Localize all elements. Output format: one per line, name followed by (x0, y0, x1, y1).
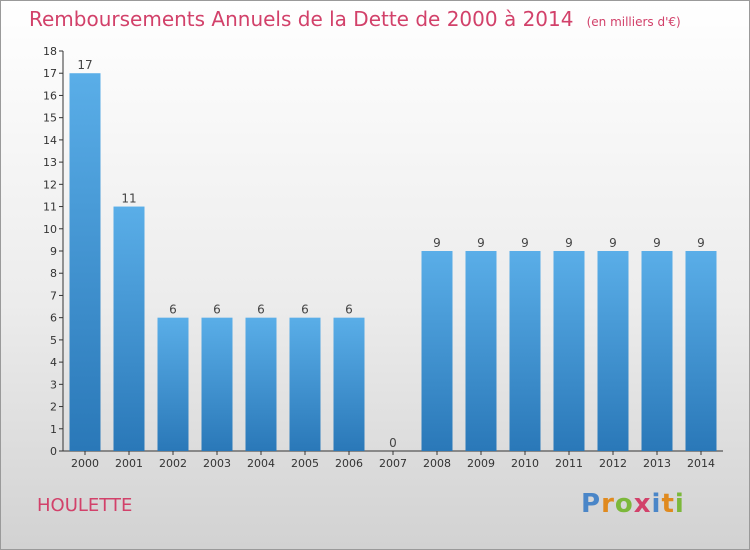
x-tick-label: 2001 (115, 457, 143, 470)
data-label: 9 (521, 236, 529, 250)
bar-2014 (685, 251, 717, 451)
data-label: 6 (301, 303, 309, 317)
bar-2004 (245, 317, 277, 451)
y-tick-label: 18 (43, 45, 57, 58)
data-label: 6 (169, 303, 177, 317)
x-tick-label: 2002 (159, 457, 187, 470)
data-label: 9 (477, 236, 485, 250)
bar-2010 (509, 251, 541, 451)
y-tick-label: 17 (43, 67, 57, 80)
y-tick-label: 7 (50, 289, 57, 302)
bar-2006 (333, 317, 365, 451)
y-tick-label: 5 (50, 334, 57, 347)
y-tick-label: 15 (43, 112, 57, 125)
y-tick-label: 6 (50, 312, 57, 325)
x-tick-label: 2006 (335, 457, 363, 470)
x-tick-label: 2004 (247, 457, 275, 470)
chart-title: Remboursements Annuels de la Dette de 20… (29, 7, 574, 31)
data-label: 9 (697, 236, 705, 250)
data-label: 9 (653, 236, 661, 250)
x-tick-label: 2014 (687, 457, 715, 470)
data-label: 6 (345, 303, 353, 317)
data-label: 6 (257, 303, 265, 317)
y-tick-label: 10 (43, 223, 57, 236)
x-tick-label: 2007 (379, 457, 407, 470)
data-label: 9 (565, 236, 573, 250)
data-label: 0 (389, 436, 397, 450)
y-tick-label: 13 (43, 156, 57, 169)
chart-subtitle: (en milliers d'€) (586, 15, 681, 29)
y-tick-label: 8 (50, 267, 57, 280)
x-tick-label: 2012 (599, 457, 627, 470)
y-tick-label: 12 (43, 178, 57, 191)
x-tick-label: 2003 (203, 457, 231, 470)
x-tick-label: 2010 (511, 457, 539, 470)
bar-2011 (553, 251, 585, 451)
y-tick-label: 1 (50, 423, 57, 436)
y-tick-label: 0 (50, 445, 57, 458)
bar-2003 (201, 317, 233, 451)
y-tick-label: 9 (50, 245, 57, 258)
data-label: 9 (609, 236, 617, 250)
bar-2008 (421, 251, 453, 451)
bar-2013 (641, 251, 673, 451)
bar-2002 (157, 317, 189, 451)
bar-2009 (465, 251, 497, 451)
data-label: 6 (213, 303, 221, 317)
commune-name: HOULETTE (37, 495, 133, 516)
proxiti-logo[interactable]: Proxiti (581, 489, 685, 519)
x-tick-label: 2000 (71, 457, 99, 470)
bar-2012 (597, 251, 629, 451)
data-label: 17 (77, 58, 92, 72)
data-label: 9 (433, 236, 441, 250)
bar-2005 (289, 317, 321, 451)
x-tick-label: 2005 (291, 457, 319, 470)
y-tick-label: 14 (43, 134, 57, 147)
y-tick-label: 3 (50, 378, 57, 391)
y-tick-label: 11 (43, 201, 57, 214)
y-tick-label: 2 (50, 401, 57, 414)
y-tick-label: 4 (50, 356, 57, 369)
x-tick-label: 2011 (555, 457, 583, 470)
title-row: Remboursements Annuels de la Dette de 20… (29, 7, 681, 31)
x-tick-label: 2013 (643, 457, 671, 470)
x-tick-label: 2008 (423, 457, 451, 470)
bar-2000 (69, 73, 101, 451)
data-label: 11 (121, 192, 136, 206)
x-tick-label: 2009 (467, 457, 495, 470)
bar-2001 (113, 206, 145, 451)
y-tick-label: 16 (43, 89, 57, 102)
